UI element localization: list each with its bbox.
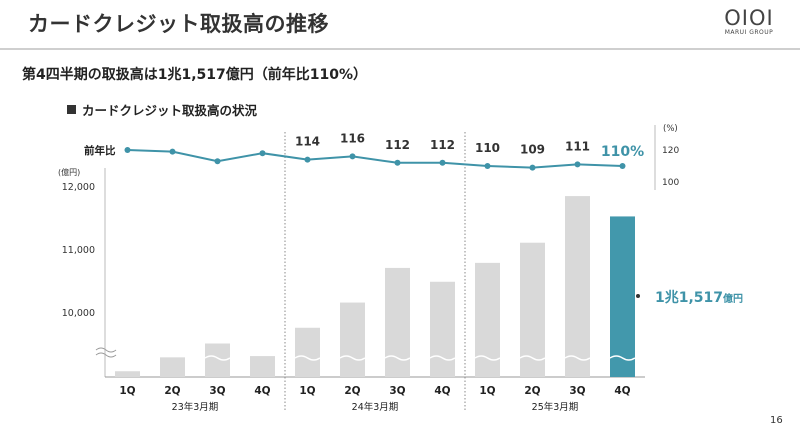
bar-break-mark	[429, 355, 456, 361]
page-title: カードクレジット取扱高の推移	[28, 12, 329, 36]
x-tick-label: 4Q	[434, 385, 450, 397]
bar-break-mark	[474, 355, 501, 361]
bar	[565, 196, 590, 377]
group-label: 23年3月期	[172, 401, 219, 413]
bar	[610, 216, 635, 377]
yoy-point	[484, 163, 491, 169]
bar	[340, 302, 365, 377]
group-label: 24年3月期	[352, 401, 399, 413]
yoy-point	[214, 158, 221, 165]
x-tick-label: 3Q	[569, 385, 585, 397]
group-label: 25年3月期	[532, 401, 579, 413]
yoy-point	[169, 148, 176, 155]
y-tick-label: 10,000	[62, 308, 95, 319]
x-tick-label: 4Q	[254, 385, 270, 397]
yoy-data-label: 116	[340, 131, 365, 145]
headline: 第4四半期の取扱高は1兆1,517億円（前年比110%）	[22, 67, 368, 83]
yoy-point	[619, 163, 626, 169]
yoy-point	[259, 150, 266, 157]
y-axis-unit: (億円)	[58, 167, 80, 177]
x-tick-label: 2Q	[164, 385, 180, 397]
yoy-data-label: 111	[565, 139, 590, 153]
yoy-line	[127, 149, 623, 169]
x-tick-label: 1Q	[299, 385, 315, 397]
bar-break-mark	[204, 355, 231, 361]
yoy-data-label: 110%	[601, 144, 644, 160]
marui-group-logo: OIOI MARUI GROUP	[716, 7, 782, 39]
axis-break-mark	[95, 352, 117, 358]
bar-break-mark	[294, 355, 321, 361]
bar-break-mark	[384, 355, 411, 361]
bar-break-mark	[609, 355, 636, 361]
bar	[295, 327, 320, 377]
yoy-data-label: 112	[385, 138, 410, 152]
bar	[250, 356, 275, 377]
yoy-point	[529, 164, 536, 171]
yoy-point	[394, 159, 401, 166]
y-tick-label: 12,000	[62, 182, 95, 193]
yoy-point	[349, 153, 356, 160]
x-tick-label: 2Q	[524, 385, 540, 397]
yoy-data-label: 109	[520, 143, 545, 157]
title-divider	[0, 48, 800, 50]
axis-break-mark	[95, 347, 117, 353]
bar	[115, 371, 140, 377]
x-tick-label: 1Q	[479, 385, 495, 397]
highlight-value-unit: 億円	[723, 292, 743, 305]
bar-break-mark	[519, 355, 546, 361]
yoy-data-label: 112	[430, 138, 455, 152]
bar	[430, 281, 455, 377]
x-tick-label: 3Q	[389, 385, 405, 397]
page-number: 16	[770, 415, 783, 426]
x-tick-label: 2Q	[344, 385, 360, 397]
legend-label: カードクレジット取扱高の状況	[82, 103, 258, 118]
chart-legend: カードクレジット取扱高の状況	[67, 100, 257, 119]
logo-mark: OIOI	[724, 6, 774, 30]
x-tick-label: 3Q	[209, 385, 225, 397]
highlight-value-label: 1兆1,517億円	[655, 290, 743, 306]
y-tick-label: 11,000	[62, 245, 95, 256]
yoy-tick-label: 100	[662, 178, 679, 188]
yoy-point	[124, 147, 131, 153]
yoy-point	[439, 159, 446, 166]
callout-dot	[636, 294, 640, 298]
logo-subtext: MARUI GROUP	[724, 29, 774, 36]
yoy-series-label: 前年比	[84, 144, 116, 157]
yoy-tick-label: 120	[662, 146, 679, 156]
legend-square-icon	[67, 105, 76, 114]
x-tick-label: 4Q	[614, 385, 630, 397]
yoy-axis-unit: (%)	[663, 124, 678, 134]
bar-break-mark	[564, 355, 591, 361]
highlight-value-main: 1兆1,517	[655, 290, 723, 306]
yoy-point	[304, 156, 311, 163]
x-tick-label: 1Q	[119, 385, 135, 397]
yoy-data-label: 110	[475, 141, 500, 155]
bar-break-mark	[339, 355, 366, 361]
bar	[385, 267, 410, 377]
yoy-point	[574, 161, 581, 168]
yoy-data-label: 114	[295, 135, 320, 149]
bar	[160, 357, 185, 377]
bar	[520, 242, 545, 377]
